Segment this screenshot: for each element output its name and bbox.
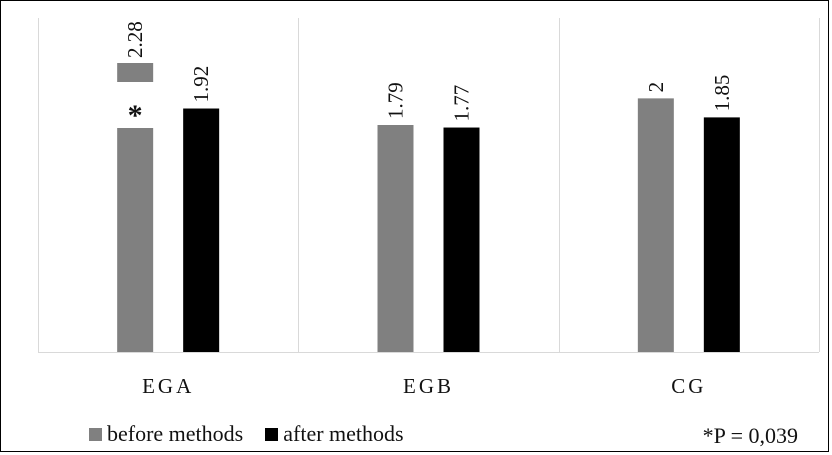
bar-egb-after [443, 127, 480, 352]
legend-item-after: after methods [265, 421, 404, 447]
legend: before methods after methods [89, 421, 426, 447]
legend-item-before: before methods [89, 421, 243, 447]
x-tick-label-cg: CG [671, 374, 706, 398]
legend-swatch-after [265, 427, 279, 441]
legend-label-after: after methods [283, 421, 404, 446]
footnote: *P = 0,039 [702, 423, 798, 448]
data-label-egb-after: 1.77 [450, 85, 474, 122]
bar-cap-ega-before [117, 63, 154, 82]
legend-swatch-before [89, 427, 102, 441]
bar-ega-before [117, 128, 154, 352]
legend-label-before: before methods [107, 421, 244, 446]
data-label-cg-before: 2 [644, 82, 668, 93]
data-label-cg-after: 1.85 [710, 75, 734, 112]
x-tick-label-ega: EGA [142, 374, 194, 398]
bar-cg-before [637, 98, 674, 352]
bar-cg-after [703, 117, 740, 353]
data-label-egb-before: 1.79 [384, 82, 408, 119]
data-label-ega-after: 1.92 [189, 66, 213, 103]
significance-asterisk: * [128, 99, 143, 132]
x-tick-label-egb: EGB [403, 374, 454, 398]
bar-egb-before [377, 125, 414, 352]
data-label-ega-before: 2.28 [123, 21, 147, 58]
bar-ega-after [183, 108, 220, 352]
